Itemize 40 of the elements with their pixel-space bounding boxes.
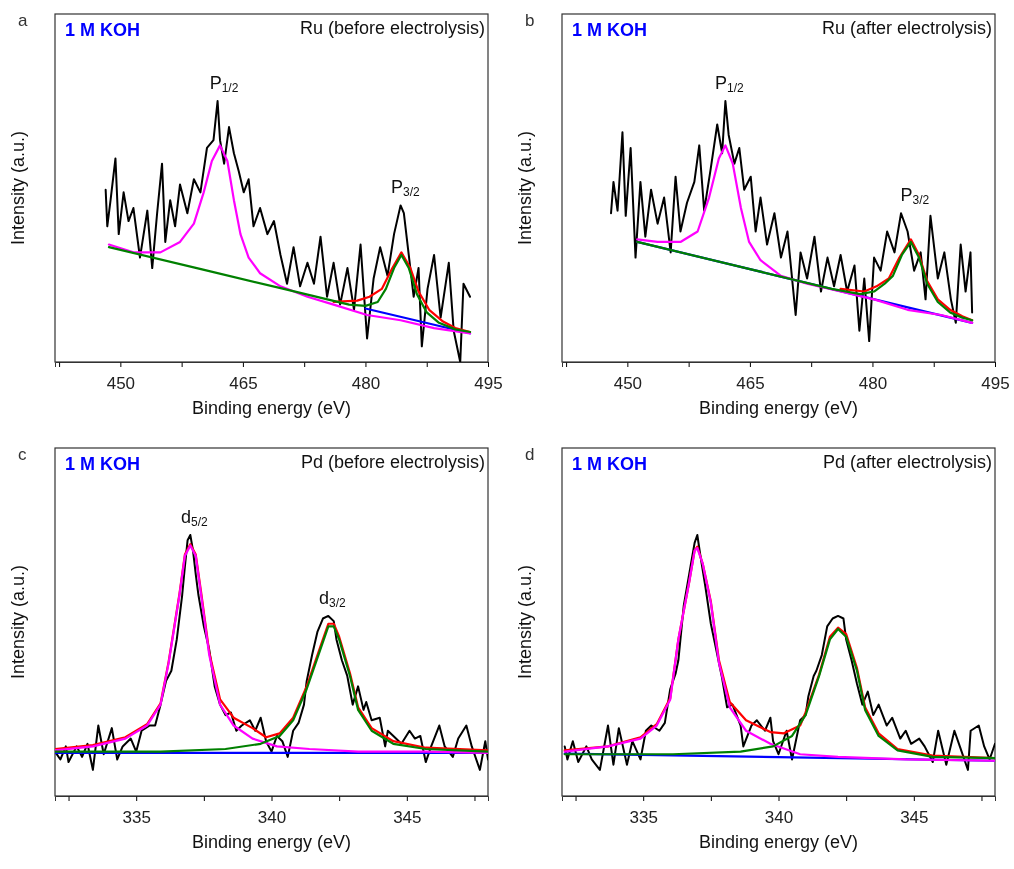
x-tick-label: 345 [393, 807, 422, 827]
chart-title: Ru (after electrolysis) [821, 18, 992, 38]
text: 1 M KOH [572, 20, 648, 40]
y-axis-title: Intensity (a.u.) [515, 564, 535, 680]
text: 1 M KOH [65, 454, 141, 474]
x-tick-label: 465 [229, 373, 258, 393]
x-tick-label: 495 [474, 373, 503, 393]
text: P$_{1/2}$ [715, 73, 745, 95]
annotation: P$_{3/2}$ [391, 177, 421, 200]
x-axis-title: Binding energy (eV) [191, 398, 352, 418]
x-tick-label: 345 [900, 807, 929, 827]
text: P$_{1/2}$ [209, 73, 239, 95]
x-tick-label: 465 [736, 373, 765, 393]
text: 1 M KOH [572, 454, 648, 474]
text: d [525, 445, 535, 464]
x-tick-label: 450 [613, 373, 643, 393]
text: d$_{5/2}$ [180, 507, 208, 529]
x-tick-label: 335 [629, 807, 658, 827]
y-axis-title: Intensity (a.u.) [8, 130, 28, 246]
text: 1 M KOH [65, 20, 141, 40]
chart-title: Ru (before electrolysis) [299, 18, 485, 38]
x-tick-label: 495 [981, 373, 1010, 393]
text: a [18, 11, 28, 30]
x-axis-title: Binding energy (eV) [191, 832, 352, 852]
x-tick-label: 450 [106, 373, 136, 393]
y-axis-title: Intensity (a.u.) [515, 130, 535, 246]
x-tick-label: 480 [351, 373, 381, 393]
chart-title: Pd (after electrolysis) [822, 452, 992, 472]
text: c [18, 445, 27, 464]
text: b [525, 11, 535, 30]
annotation: d$_{3/2}$ [318, 587, 346, 610]
annotation: P$_{3/2}$ [900, 185, 930, 208]
y-axis-title: Intensity (a.u.) [8, 564, 28, 680]
x-tick-label: 480 [858, 373, 888, 393]
chart-title: Pd (before electrolysis) [300, 452, 485, 472]
x-tick-label: 340 [764, 807, 794, 827]
x-tick-label: 340 [257, 807, 287, 827]
x-tick-label: 335 [122, 807, 151, 827]
x-axis-title: Binding energy (eV) [698, 398, 859, 418]
x-axis-title: Binding energy (eV) [698, 832, 859, 852]
